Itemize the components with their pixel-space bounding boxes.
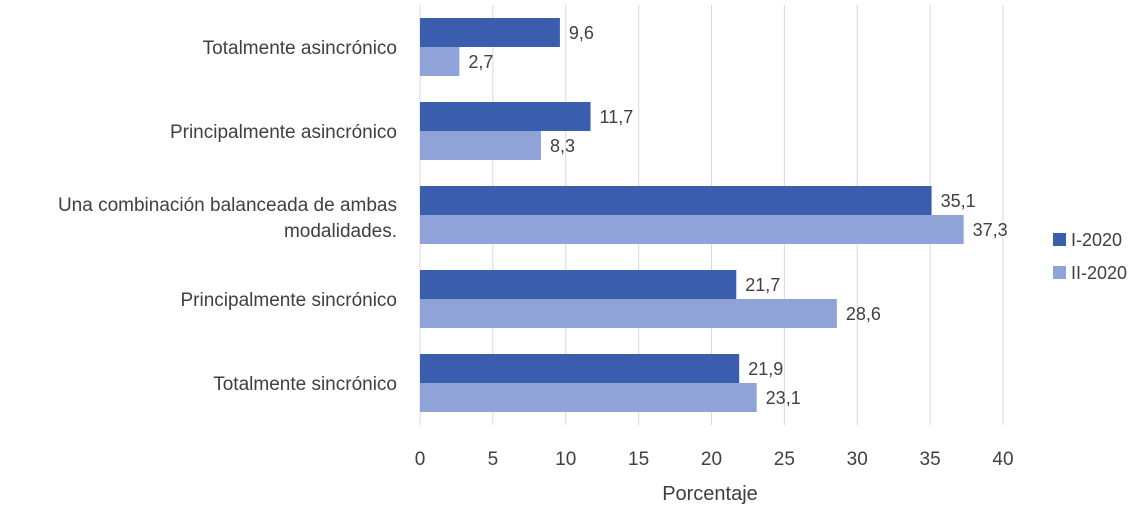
data-label: 21,9 <box>748 359 783 379</box>
category-label: Principalmente asincrónico <box>170 122 397 143</box>
legend-label: II-2020 <box>1071 263 1127 283</box>
x-tick-label: 0 <box>415 449 426 470</box>
data-label: 8,3 <box>550 136 575 156</box>
x-tick-label: 35 <box>920 449 941 470</box>
data-label: 2,7 <box>468 52 493 72</box>
bar-i-2020 <box>420 354 740 383</box>
bar-ii-2020 <box>420 383 757 412</box>
bar-i-2020 <box>420 102 591 131</box>
legend-label: I-2020 <box>1071 230 1122 250</box>
category-label: Una combinación balanceada de ambas <box>58 195 397 216</box>
x-tick-label: 15 <box>628 449 649 470</box>
x-tick-label: 40 <box>992 449 1013 470</box>
x-axis-title: Porcentaje <box>662 483 758 505</box>
data-label: 23,1 <box>766 388 801 408</box>
data-label: 21,7 <box>745 275 780 295</box>
legend: I-2020 II-2020 <box>1053 230 1127 283</box>
category-label-line2: modalidades. <box>284 221 397 242</box>
category-labels: Totalmente asincrónico Principalmente asi… <box>58 38 397 395</box>
data-label: 37,3 <box>973 220 1008 240</box>
bar-ii-2020 <box>420 47 460 76</box>
x-tick-labels: 0 5 10 15 20 25 30 35 40 <box>415 449 1014 470</box>
x-tick-label: 10 <box>555 449 576 470</box>
category-label: Principalmente sincrónico <box>181 290 398 311</box>
x-tick-label: 5 <box>488 449 499 470</box>
value-labels: 9,6 2,7 11,7 8,3 35,1 37,3 21,7 28,6 21,9 23,1 <box>468 23 1007 408</box>
legend-swatch <box>1053 233 1066 246</box>
data-label: 11,7 <box>600 107 634 127</box>
legend-swatch <box>1053 266 1066 279</box>
data-label: 9,6 <box>569 23 594 43</box>
data-label: 35,1 <box>941 191 976 211</box>
bar-ii-2020 <box>420 215 964 244</box>
bar-i-2020 <box>420 18 560 47</box>
bar-i-2020 <box>420 186 932 215</box>
x-tick-label: 30 <box>847 449 868 470</box>
bar-ii-2020 <box>420 131 541 160</box>
x-tick-label: 25 <box>774 449 795 470</box>
data-label: 28,6 <box>846 304 881 324</box>
x-tick-label: 20 <box>701 449 722 470</box>
bars <box>420 18 964 412</box>
category-label: Totalmente sincrónico <box>213 374 397 395</box>
bar-i-2020 <box>420 270 737 299</box>
category-label: Totalmente asincrónico <box>203 38 397 59</box>
bar-ii-2020 <box>420 299 837 328</box>
